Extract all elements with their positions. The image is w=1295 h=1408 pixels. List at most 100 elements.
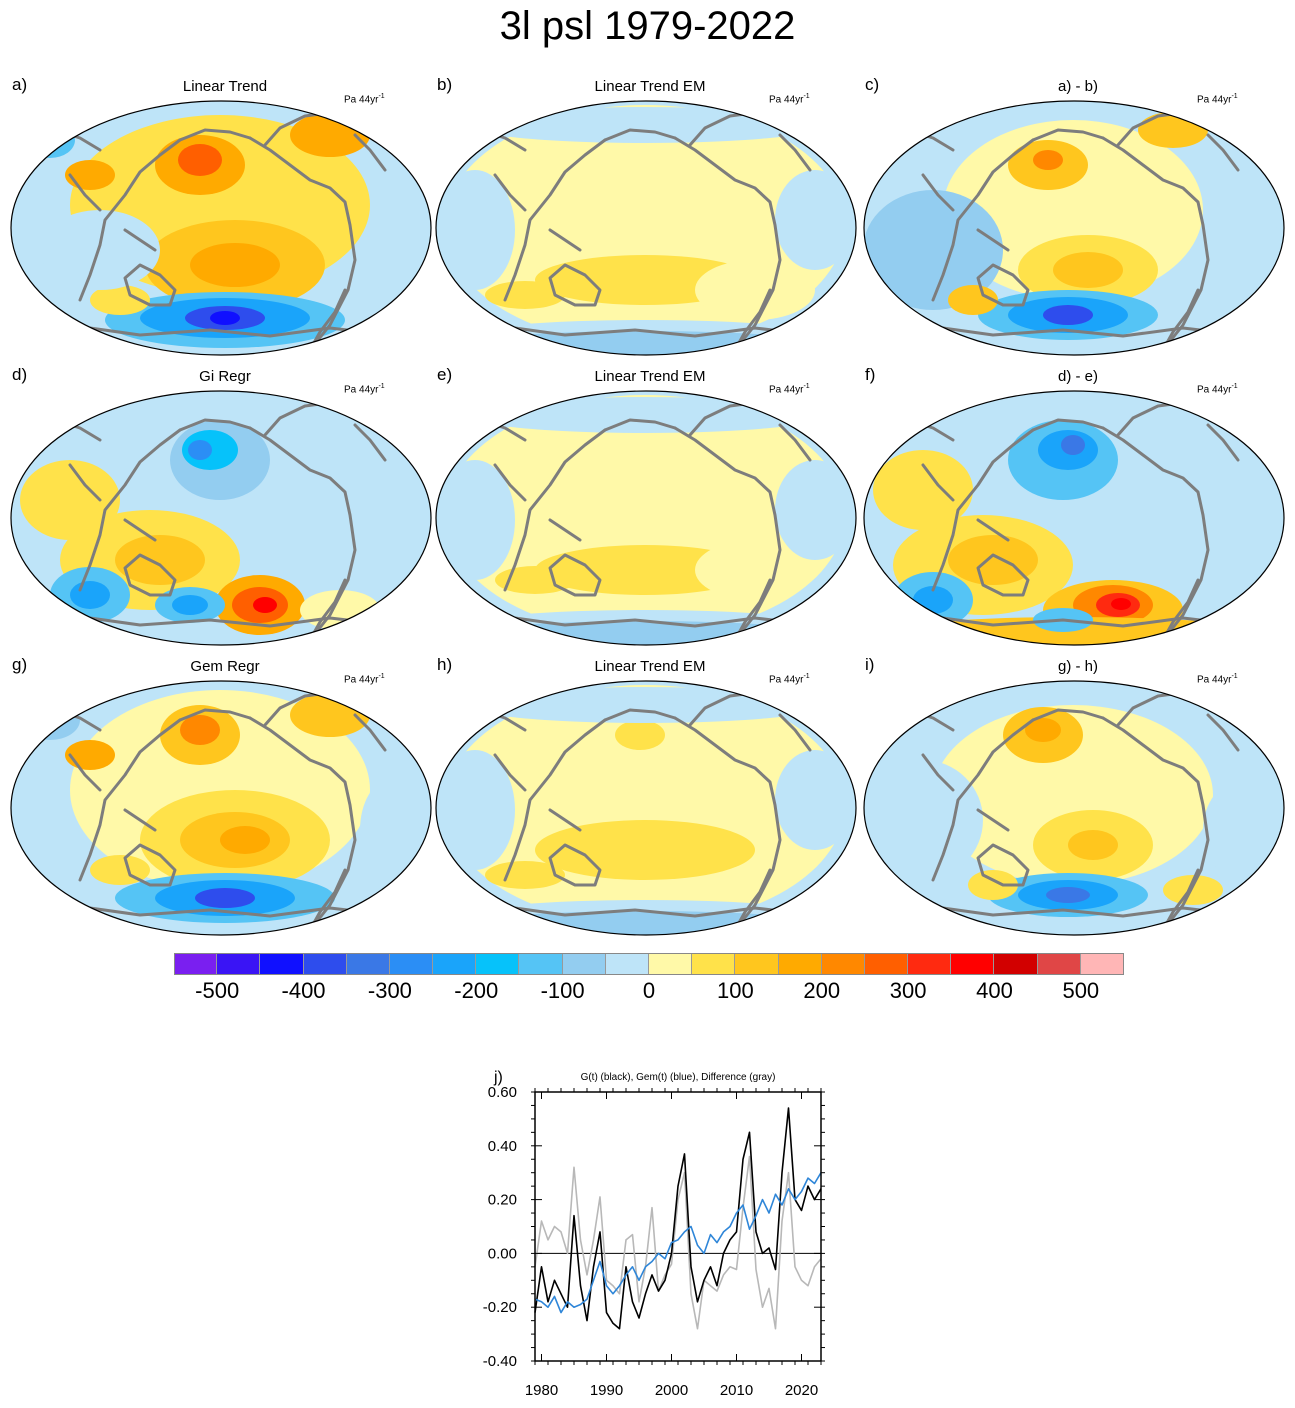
contour-region (65, 740, 115, 770)
contour-region (485, 281, 565, 309)
time-series-chart: j) G(t) (black), Gem(t) (blue), Differenc… (483, 1069, 825, 1399)
contour-region (775, 170, 855, 270)
contour-region (436, 170, 515, 290)
colorbar-tick-label: -400 (281, 978, 326, 1003)
y-tick-label: 0.00 (488, 1245, 517, 1262)
y-tick-label: 0.60 (488, 1084, 517, 1101)
colorbar-box (476, 953, 520, 975)
contour-region (1033, 150, 1063, 170)
series-line (534, 1172, 822, 1314)
contour-region (695, 540, 815, 600)
map-panel: g) Gem Regr Pa 44yr-1 (10, 655, 440, 936)
chart-title: G(t) (black), Gem(t) (blue), Difference … (581, 1072, 776, 1083)
contour-region (465, 687, 825, 723)
map-outline (10, 390, 432, 646)
panel-unit: Pa 44yr-1 (1197, 93, 1238, 106)
map-outline (863, 100, 1285, 356)
contour-region (1163, 875, 1223, 905)
colorbar-box (692, 953, 736, 975)
series-line (534, 1107, 822, 1330)
contour-region (40, 210, 160, 290)
contour-region (864, 760, 983, 880)
colorbar-box (260, 953, 304, 975)
panel-letter: g) (12, 655, 28, 674)
colorbar-box (217, 953, 261, 975)
map-panel: b) Linear Trend EM Pa 44yr-1 (435, 75, 865, 356)
contour-region (436, 750, 515, 870)
contour-region (220, 826, 270, 854)
colorbar-tick-label: 100 (717, 978, 754, 1003)
map-panel: a) Linear Trend Pa 44yr-1 (10, 75, 440, 356)
map-panel: e) Linear Trend EM Pa 44yr-1 (435, 365, 865, 646)
colorbar-tick-label: -200 (454, 978, 499, 1003)
x-tick-label: 2010 (720, 1382, 753, 1399)
colorbar-tick-label: -100 (540, 978, 585, 1003)
contour-region (1203, 780, 1283, 880)
contour-region (370, 220, 430, 300)
map-plot (10, 680, 432, 936)
map-plot (863, 680, 1285, 936)
map-outline (10, 100, 432, 356)
contour-region (1203, 200, 1283, 320)
contour-region (90, 285, 150, 315)
panel-letter: f) (865, 365, 876, 384)
contour-region (695, 260, 815, 320)
panel-letter: e) (437, 365, 453, 384)
panel-title: Gi Regr (199, 368, 251, 385)
panel-unit: Pa 44yr-1 (344, 93, 385, 106)
panel-title: Linear Trend EM (594, 368, 706, 385)
contour-region (65, 160, 115, 190)
contour-region (864, 190, 1003, 310)
map-outline (863, 680, 1285, 936)
map-panel: c) a) - b) Pa 44yr-1 (863, 75, 1293, 356)
contour-region (873, 450, 973, 530)
colorbar-box (864, 953, 909, 975)
contour-region (20, 460, 120, 540)
map-plot (10, 390, 432, 646)
map-plot (435, 680, 857, 936)
colorbar-box (908, 953, 952, 975)
contour-region (465, 397, 825, 433)
x-tick-label: 2000 (655, 1382, 688, 1399)
contour-region (1061, 435, 1085, 455)
contour-region (180, 715, 220, 745)
contour-region (485, 861, 565, 889)
contour-region (1043, 305, 1093, 325)
contour-region (1025, 718, 1061, 742)
colorbar-tick-label: 500 (1062, 978, 1100, 1003)
contour-region (948, 285, 998, 315)
contour-region (330, 480, 410, 600)
panel-letter: i) (865, 655, 875, 674)
contour-region (1046, 887, 1090, 903)
map-outline (435, 390, 857, 646)
y-tick-label: -0.20 (483, 1299, 517, 1316)
panel-letter: b) (437, 75, 453, 94)
panel-unit: Pa 44yr-1 (769, 383, 810, 396)
colorbar-tick-label: 0 (642, 978, 656, 1003)
colorbar-box (1037, 953, 1081, 975)
map-panel: d) Gi Regr Pa 44yr-1 (10, 365, 440, 646)
map-panel: i) g) - h) Pa 44yr-1 (863, 655, 1293, 936)
panel-title: Linear Trend (182, 78, 268, 95)
panel-letter: j) (493, 1069, 503, 1086)
contour-region (1068, 830, 1118, 860)
map-outline (10, 680, 432, 936)
panel-unit: Pa 44yr-1 (344, 383, 385, 396)
contour-region (188, 440, 212, 460)
panel-title: a) - b) (1057, 78, 1098, 95)
map-outline (863, 390, 1285, 646)
panel-title: d) - e) (1057, 368, 1098, 385)
x-tick-label: 2020 (785, 1382, 818, 1399)
contour-region (253, 597, 277, 613)
series-line (534, 1155, 822, 1330)
map-plot (435, 390, 857, 646)
colorbar-box (994, 953, 1038, 975)
colorbar (174, 953, 1124, 975)
y-tick-label: -0.40 (483, 1353, 517, 1370)
x-tick-label: 1990 (590, 1382, 623, 1399)
contour-region (775, 750, 855, 850)
colorbar-box (951, 953, 995, 975)
panel-unit: Pa 44yr-1 (1197, 673, 1238, 686)
contour-region (465, 621, 825, 645)
colorbar-box (433, 953, 477, 975)
